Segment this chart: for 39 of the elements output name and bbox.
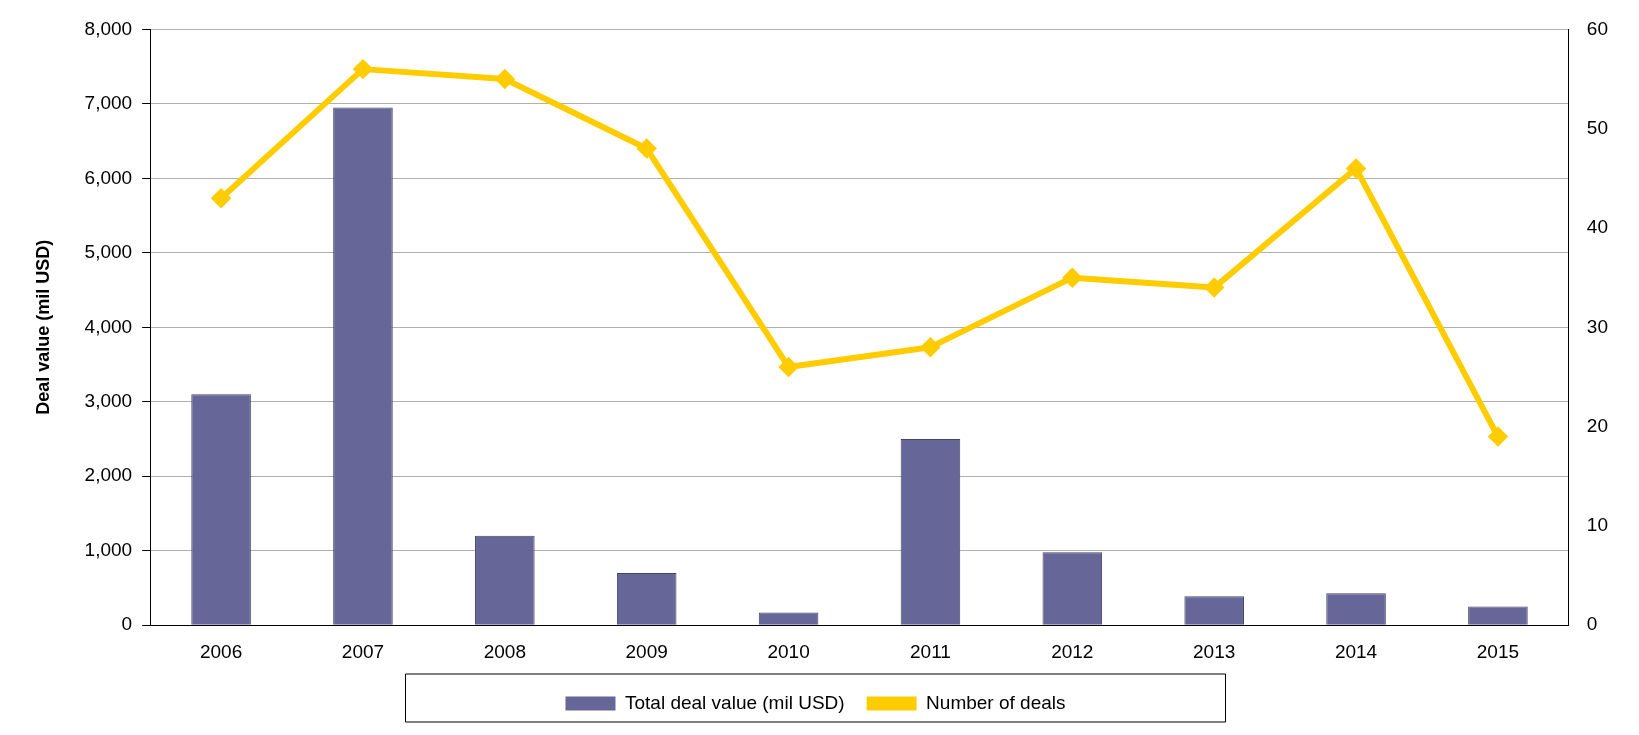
x-tick-label: 2011 <box>910 640 951 662</box>
y2-tick-label: 40 <box>1586 216 1609 238</box>
x-tick-label: 2007 <box>341 640 385 662</box>
y-tick-label: 2,000 <box>84 464 133 486</box>
y2-tick-label: 10 <box>1586 514 1609 536</box>
x-tick-label: 2012 <box>1051 640 1094 662</box>
x-tick-label: 2010 <box>767 640 810 662</box>
x-tick-label: 2013 <box>1193 640 1236 662</box>
point <box>212 189 231 208</box>
x-tick-label: 2015 <box>1476 640 1520 662</box>
point <box>353 60 372 79</box>
y2-tick-label: 30 <box>1586 315 1609 337</box>
point <box>1488 427 1507 446</box>
y-tick-label: 6,000 <box>84 166 133 188</box>
x-tick-label: 2014 <box>1334 640 1378 662</box>
y-tick-label: 1,000 <box>84 538 133 560</box>
point <box>1205 278 1224 297</box>
y-tick-label: 3,000 <box>84 390 133 412</box>
y-tick-label: 7,000 <box>84 92 133 114</box>
y-tick-label: 5,000 <box>84 241 133 263</box>
y2-tick-label: 0 <box>1586 613 1598 635</box>
x-tick-label: 2006 <box>199 640 243 662</box>
point <box>921 338 940 357</box>
y2-tick-label: 20 <box>1586 414 1609 436</box>
y2-tick-label: 50 <box>1586 116 1609 138</box>
point <box>637 139 656 158</box>
point <box>1347 159 1366 178</box>
y-tick-label: 8,000 <box>84 17 133 39</box>
point <box>1063 268 1082 287</box>
x-tick-label: 2008 <box>483 640 526 662</box>
point <box>495 70 514 89</box>
y-axis-title: Deal value (mil USD) <box>32 239 53 415</box>
y2-tick-label: 60 <box>1586 17 1609 39</box>
legend-label: Total deal value (mil USD) <box>624 691 845 713</box>
point <box>779 358 798 377</box>
y-tick-label: 4,000 <box>84 315 133 337</box>
legend-label: Number of deals <box>926 691 1066 713</box>
x-tick-label: 2009 <box>625 640 668 662</box>
y-tick-label: 0 <box>121 613 133 635</box>
